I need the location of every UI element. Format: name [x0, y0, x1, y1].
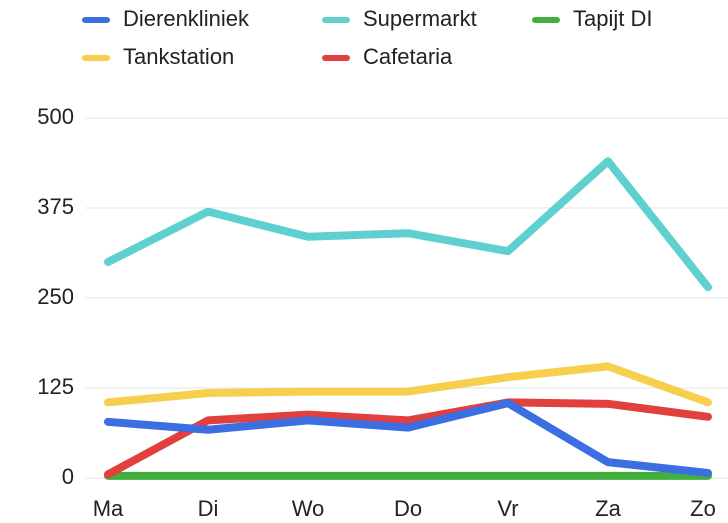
series-line [104, 157, 712, 292]
legend-label: Supermarkt [363, 6, 477, 31]
legend-label: Dierenkliniek [123, 6, 250, 31]
x-tick-label: Di [198, 496, 219, 521]
legend-label: Tapijt DI [573, 6, 652, 31]
y-tick-label: 250 [37, 284, 74, 309]
y-tick-label: 500 [37, 104, 74, 129]
series-line [104, 399, 712, 477]
x-tick-label: Zo [690, 496, 716, 521]
series-line [104, 398, 712, 479]
x-tick-label: Do [394, 496, 422, 521]
y-tick-label: 0 [62, 464, 74, 489]
y-tick-label: 375 [37, 194, 74, 219]
x-tick-label: Vr [497, 496, 518, 521]
series-line [104, 362, 712, 407]
x-tick-label: Wo [292, 496, 325, 521]
y-tick-label: 125 [37, 374, 74, 399]
legend-label: Tankstation [123, 44, 234, 69]
x-tick-label: Za [595, 496, 621, 521]
x-tick-label: Ma [93, 496, 124, 521]
legend-label: Cafetaria [363, 44, 453, 69]
